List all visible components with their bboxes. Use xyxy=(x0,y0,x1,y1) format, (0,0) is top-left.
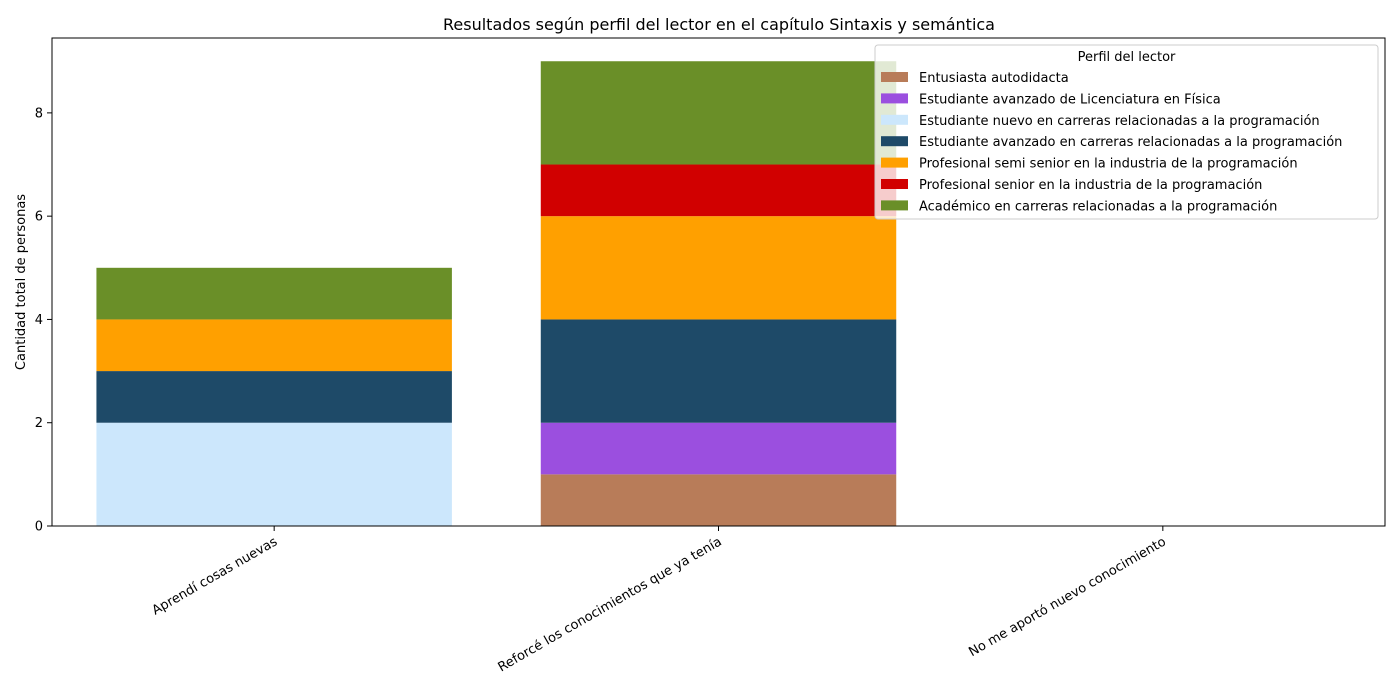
x-tick-label-1: Reforcé los conocimientos que ya tenía xyxy=(496,534,725,675)
bar-segment-cat1-series0 xyxy=(540,474,897,526)
bar-segment-cat1-series1 xyxy=(540,422,897,475)
legend-label-1: Estudiante avanzado de Licenciatura en F… xyxy=(919,92,1221,107)
bar-segment-cat1-series5 xyxy=(540,164,897,217)
legend-box xyxy=(874,44,1379,220)
legend-swatch-0 xyxy=(881,72,908,82)
legend-label-0: Entusiasta autodidacta xyxy=(919,71,1069,86)
legend-swatch-3 xyxy=(881,136,908,147)
y-tick-label-0: 0 xyxy=(35,520,43,535)
y-axis-label: Cantidad total de personas xyxy=(14,194,29,370)
legend-swatch-1 xyxy=(881,93,908,104)
legend-label-6: Académico en carreras relacionadas a la … xyxy=(919,199,1277,214)
y-tick-label-4: 8 xyxy=(35,106,43,121)
legend-label-5: Profesional senior en la industria de la… xyxy=(919,178,1262,193)
legend-label-3: Estudiante avanzado en carreras relacion… xyxy=(919,135,1342,150)
chart-title: Resultados según perfil del lector en el… xyxy=(443,15,995,34)
bar-segment-cat0-series6 xyxy=(96,267,452,320)
bars-layer xyxy=(96,61,897,526)
bar-segment-cat1-series4 xyxy=(540,216,897,320)
legend-swatch-6 xyxy=(881,200,908,211)
legend-label-2: Estudiante nuevo en carreras relacionada… xyxy=(919,114,1320,129)
bar-segment-cat0-series2 xyxy=(96,422,452,526)
legend-label-4: Profesional semi senior en la industria … xyxy=(919,157,1298,172)
legend-swatch-2 xyxy=(881,114,908,125)
x-tick-label-2: No me aportó nuevo conocimiento xyxy=(966,534,1169,660)
bar-segment-cat0-series4 xyxy=(96,319,452,372)
legend-swatch-5 xyxy=(881,179,908,189)
y-tick-label-3: 6 xyxy=(35,210,43,225)
bar-segment-cat1-series3 xyxy=(540,319,897,423)
legend-swatch-4 xyxy=(881,157,908,168)
legend-title: Perfil del lector xyxy=(1078,50,1176,65)
y-tick-label-2: 4 xyxy=(35,313,43,328)
bar-segment-cat1-series6 xyxy=(540,61,897,165)
y-tick-label-1: 2 xyxy=(35,416,43,431)
legend: Perfil del lector Entusiasta autodidacta E… xyxy=(874,44,1379,220)
x-tick-label-0: Aprendí cosas nuevas xyxy=(150,534,281,618)
bar-segment-cat0-series3 xyxy=(96,371,452,423)
